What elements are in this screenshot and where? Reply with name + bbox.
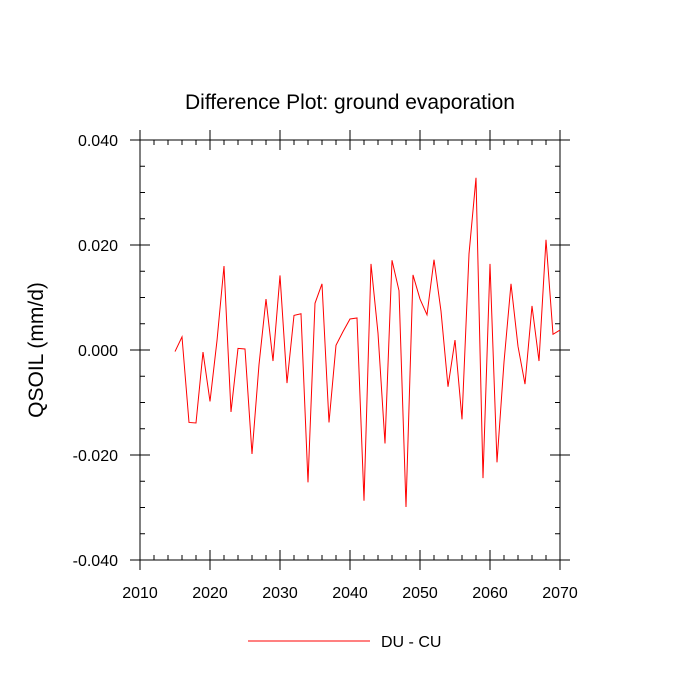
x-tick-label: 2040 <box>332 585 368 602</box>
y-axis-label: QSOIL (mm/d) <box>25 282 48 418</box>
legend-label: DU - CU <box>381 634 441 651</box>
x-tick-label: 2010 <box>122 585 158 602</box>
x-tick-label: 2070 <box>542 585 578 602</box>
y-tick-label: 0.020 <box>78 238 118 255</box>
y-tick-label: 0.040 <box>78 133 118 150</box>
axis-tick-labels: 2010 2020 2030 2040 2050 2060 2070 -0.040 -0.020… <box>73 133 578 602</box>
chart-title: Difference Plot: ground evaporation <box>185 91 515 114</box>
x-tick-label: 2030 <box>262 585 298 602</box>
y-tick-label: 0.000 <box>78 343 118 360</box>
y-tick-label: -0.020 <box>73 448 118 465</box>
axis-ticks <box>130 130 570 570</box>
x-tick-label: 2020 <box>192 585 228 602</box>
y-tick-label: -0.040 <box>73 553 118 570</box>
x-tick-label: 2060 <box>472 585 508 602</box>
plot-frame <box>139 139 561 561</box>
series-line-du-cu <box>174 177 561 507</box>
x-tick-label: 2050 <box>402 585 438 602</box>
